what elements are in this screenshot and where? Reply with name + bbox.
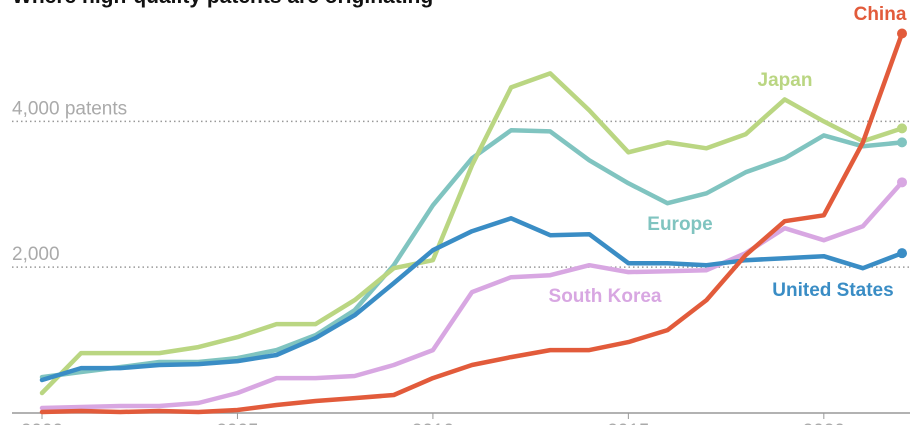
series-line <box>39 128 905 380</box>
series-line <box>39 216 905 383</box>
x-tick-label: 2015 <box>607 421 649 425</box>
x-tick-label: 2010 <box>412 421 454 425</box>
series-label: Europe <box>647 214 712 235</box>
end-dot <box>897 137 907 148</box>
end-dot <box>897 28 907 39</box>
series-label: South Korea <box>549 286 662 307</box>
series-label: United States <box>772 280 893 301</box>
series-label: China <box>854 4 907 25</box>
end-dot <box>897 123 907 134</box>
y-tick-label: 4,000 patents <box>12 98 127 119</box>
series-line <box>39 71 905 396</box>
y-tick-label: 2,000 <box>12 244 60 265</box>
series-line <box>39 31 905 415</box>
x-tick-label: 2020 <box>803 421 845 425</box>
end-dot <box>897 248 907 259</box>
chart-title: Where high-quality patents are originati… <box>12 0 433 8</box>
x-tick-label: 2000 <box>21 421 63 425</box>
series-label: Japan <box>758 70 813 91</box>
end-dot <box>897 177 907 188</box>
x-tick-label: 2005 <box>216 421 258 425</box>
